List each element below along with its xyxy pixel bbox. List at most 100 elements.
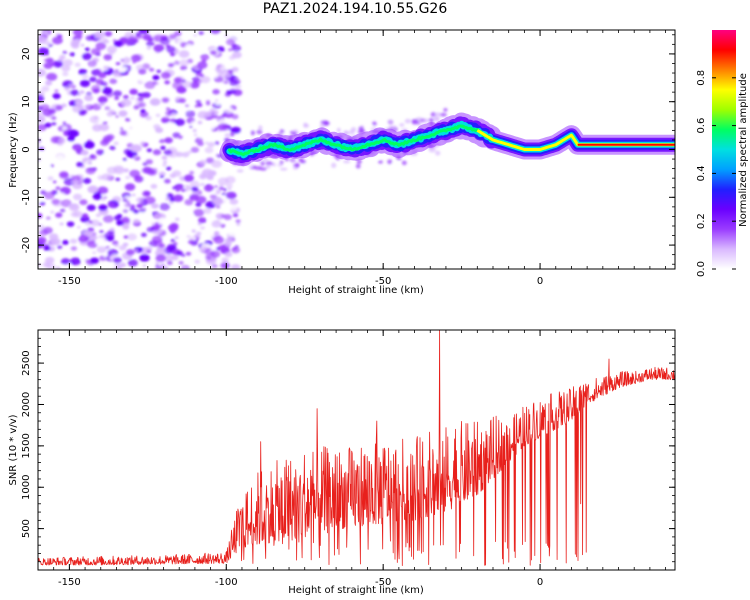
- noise-blob: [174, 30, 182, 37]
- noise-blob: [38, 94, 45, 102]
- noise-blob: [192, 129, 197, 132]
- noise-blob: [126, 249, 135, 256]
- noise-blob: [84, 47, 90, 52]
- noise-blob: [82, 177, 92, 184]
- spectrogram-y-axis-label: Frequency (Hz): [8, 112, 19, 188]
- noise-blob: [139, 76, 148, 83]
- noise-blob: [207, 142, 215, 148]
- noise-blob: [140, 212, 147, 217]
- noise-blob: [155, 254, 167, 262]
- noise-blob: [162, 97, 169, 103]
- halo-blob: [260, 161, 265, 166]
- noise-blob: [46, 216, 51, 220]
- noise-blob: [166, 243, 177, 251]
- noise-blob: [74, 100, 83, 106]
- noise-blob: [99, 230, 104, 234]
- noise-blob: [85, 35, 94, 41]
- noise-blob: [107, 105, 119, 114]
- noise-blob: [97, 103, 102, 107]
- noise-blob: [189, 125, 193, 128]
- noise-blob: [211, 160, 222, 168]
- noise-blob: [113, 90, 122, 97]
- noise-blob: [139, 207, 146, 213]
- noise-blob: [229, 89, 237, 94]
- halo-blob: [224, 133, 231, 138]
- noise-blob: [153, 61, 160, 66]
- noise-blob: [112, 71, 121, 78]
- noise-blob: [232, 247, 237, 251]
- snr-y-axis-label: SNR (10 * v/v): [8, 414, 19, 485]
- noise-blob: [85, 167, 96, 175]
- noise-blob: [211, 220, 222, 228]
- noise-blob: [161, 50, 166, 55]
- noise-blob: [212, 89, 220, 95]
- noise-blob: [129, 88, 138, 95]
- noise-blob: [70, 257, 81, 266]
- noise-blob: [80, 43, 85, 47]
- noise-blob: [43, 31, 48, 35]
- noise-blob: [217, 123, 229, 131]
- noise-blob: [215, 100, 221, 105]
- noise-blob: [175, 217, 180, 221]
- halo-blob: [262, 158, 269, 162]
- noise-blob: [100, 81, 108, 87]
- snr-x-axis-label: Height of straight line (km): [288, 585, 424, 596]
- noise-blob: [166, 260, 173, 265]
- halo-blob: [236, 169, 244, 173]
- noise-blob: [176, 104, 183, 110]
- spectrogram-x-tick-label: -50: [375, 276, 391, 287]
- snr-frame: [37, 329, 676, 571]
- halo-blob: [387, 119, 394, 125]
- halo-blob: [230, 132, 235, 136]
- noise-blob: [197, 111, 209, 119]
- noise-blob: [126, 203, 131, 206]
- noise-blob: [161, 117, 170, 124]
- noise-blob: [135, 32, 141, 37]
- spectrogram-x-axis-label: Height of straight line (km): [288, 285, 424, 296]
- noise-blob: [228, 55, 236, 60]
- noise-blob: [153, 134, 161, 140]
- noise-blob: [181, 188, 186, 192]
- noise-blob: [204, 141, 209, 145]
- noise-blob: [158, 171, 166, 177]
- noise-blob: [106, 235, 115, 242]
- noise-blob: [165, 107, 171, 111]
- noise-blob: [151, 222, 156, 226]
- noise-blob: [105, 245, 110, 250]
- noise-blob: [230, 126, 242, 134]
- noise-blob: [160, 145, 166, 150]
- noise-blob: [61, 126, 67, 131]
- noise-blob: [67, 129, 79, 138]
- noise-blob: [113, 166, 125, 175]
- noise-blob: [144, 196, 156, 205]
- noise-blob: [146, 148, 153, 153]
- noise-blob: [50, 164, 55, 168]
- noise-blob: [162, 160, 168, 164]
- noise-blob: [101, 173, 112, 181]
- noise-blob: [90, 219, 101, 227]
- noise-blob: [142, 190, 151, 197]
- noise-blob: [145, 159, 153, 165]
- noise-blob: [232, 213, 239, 218]
- noise-blob: [184, 104, 190, 108]
- noise-blob: [103, 65, 108, 70]
- snr-line: [38, 330, 675, 566]
- noise-blob: [220, 214, 226, 218]
- halo-blob: [283, 126, 290, 132]
- noise-blob: [150, 183, 158, 189]
- noise-blob: [224, 81, 228, 84]
- noise-blob: [74, 62, 81, 67]
- noise-blob: [206, 232, 215, 238]
- noise-blob: [84, 94, 94, 102]
- noise-blob: [139, 254, 150, 262]
- noise-blob: [231, 264, 241, 269]
- noise-blob: [70, 89, 79, 96]
- noise-blob: [223, 106, 234, 114]
- noise-blob: [137, 93, 143, 97]
- noise-blob: [175, 151, 183, 158]
- noise-blob: [122, 198, 128, 203]
- halo-blob: [250, 130, 256, 136]
- halo-blob: [248, 163, 253, 168]
- noise-blob: [195, 195, 207, 204]
